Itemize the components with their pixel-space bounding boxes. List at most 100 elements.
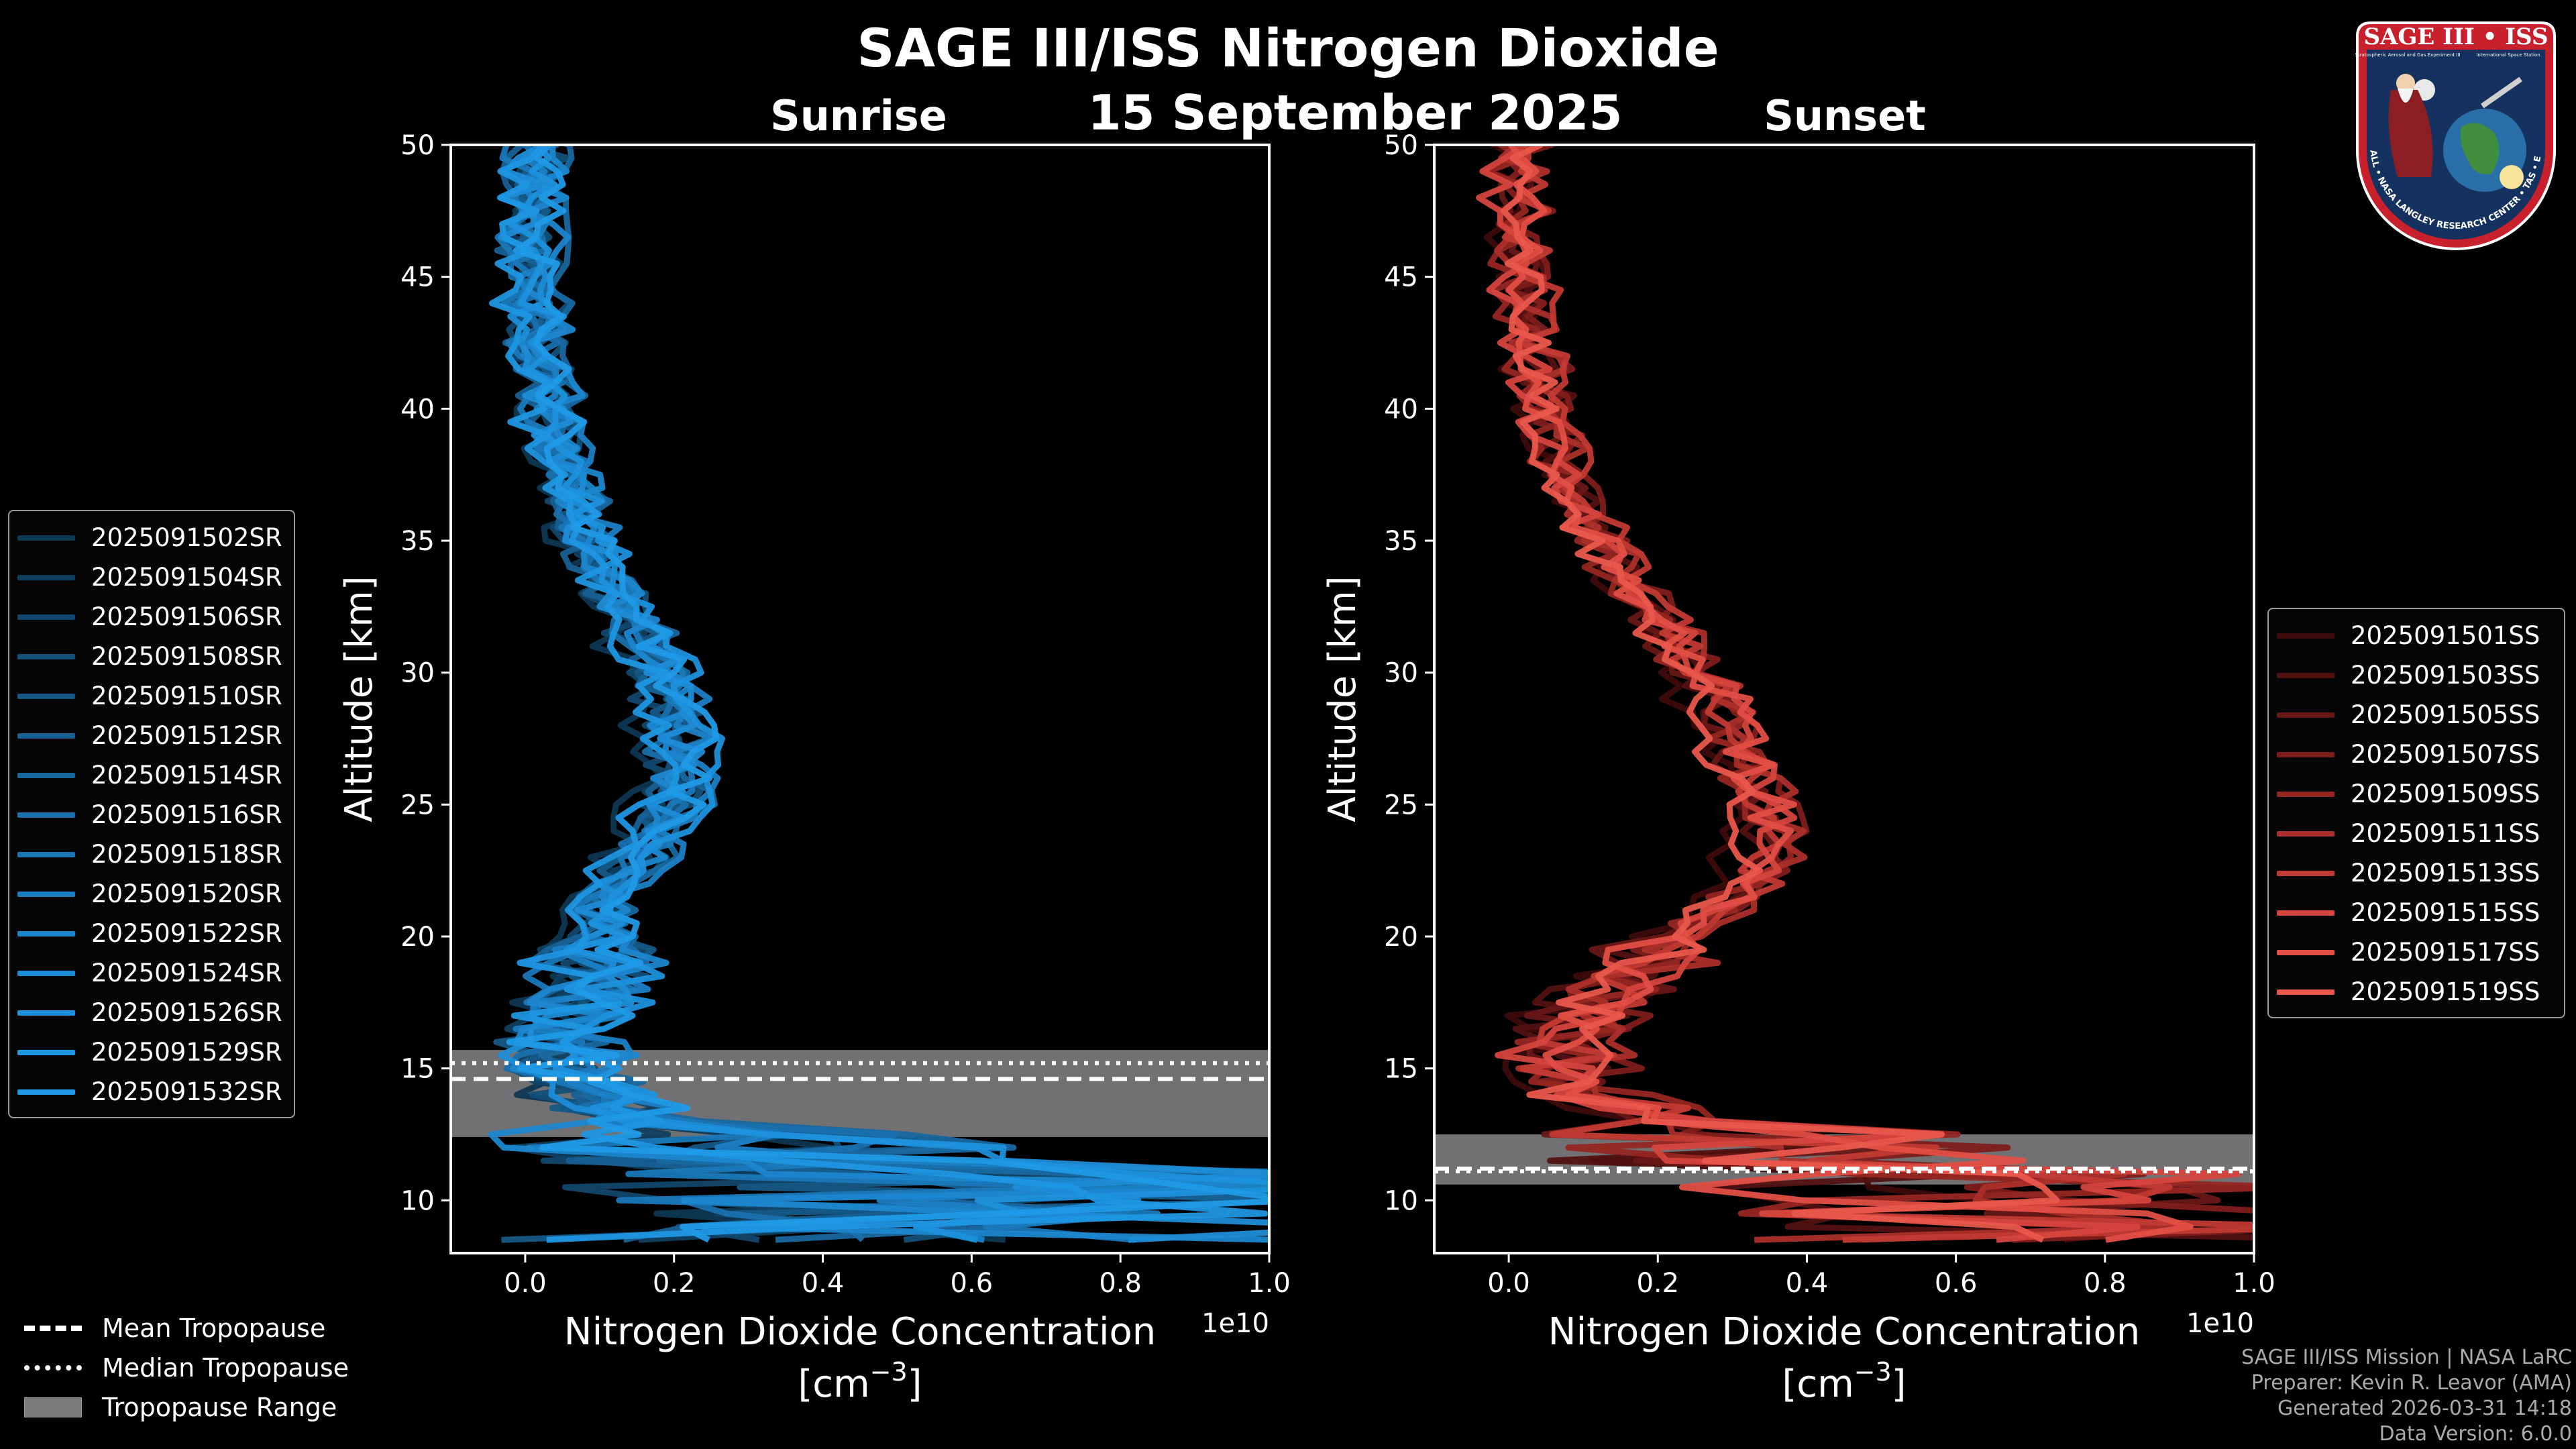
y-tick-label: 25: [1384, 790, 1418, 820]
legend-swatch: [2277, 791, 2334, 797]
sunrise-legend-item: 2025091529SR: [17, 1032, 283, 1072]
legend-label: 2025091506SR: [91, 602, 282, 631]
profile-line-2025091519SS: [1500, 145, 2060, 1243]
y-tick-label: 45: [1384, 262, 1418, 293]
sunrise-legend-item: 2025091508SR: [17, 637, 283, 676]
sunrise-legend-item: 2025091524SR: [17, 953, 283, 993]
legend-swatch: [17, 733, 75, 739]
y-tick-label: 15: [400, 1054, 435, 1085]
legend-swatch: [2277, 949, 2334, 955]
legend-label: 2025091509SS: [2351, 780, 2540, 808]
credits-generated: Generated 2026-03-31 14:18: [2277, 1397, 2572, 1420]
legend-swatch: [17, 614, 75, 620]
legend-swatch: [17, 535, 75, 541]
legend-label: 2025091504SR: [91, 563, 282, 592]
legend-label: 2025091532SR: [91, 1077, 282, 1106]
x-units-open: [cm: [798, 1362, 869, 1406]
median-tropopause-entry: Median Tropopause: [24, 1348, 349, 1387]
credits-block: SAGE III/ISS Mission | NASA LaRC Prepare…: [2241, 1345, 2572, 1447]
profile-line-2025091513SS: [1501, 145, 2254, 1243]
x-units-open: [cm: [1782, 1362, 1854, 1406]
profile-line-2025091507SS: [1501, 145, 2254, 1243]
sunrise-legend-item: 2025091518SR: [17, 835, 283, 874]
sunrise-legend-item: 2025091532SR: [17, 1072, 283, 1112]
mean-tropopause-label: Mean Tropopause: [102, 1313, 326, 1343]
sunset-legend-item: 2025091519SS: [2277, 972, 2553, 1012]
legend-swatch: [17, 574, 75, 580]
legend-swatch: [17, 970, 75, 976]
legend-label: 2025091501SS: [2351, 621, 2540, 650]
y-tick-label: 40: [400, 394, 435, 425]
sunrise-panel: 10 15 20 25 30 35 40 45 50 0.0 0.2 0.4 0.6 0.8 1.0 1e10…: [337, 130, 1291, 1406]
y-tick-label: 35: [400, 526, 435, 557]
x-tick-label: 0.2: [1636, 1268, 1679, 1299]
legend-label: 2025091515SS: [2351, 898, 2540, 927]
x-tick-label: 0.0: [504, 1268, 547, 1299]
sunrise-legend-item: 2025091514SR: [17, 755, 283, 795]
legend-swatch: [2277, 633, 2334, 639]
sunrise-legend-item: 2025091520SR: [17, 874, 283, 914]
legend-swatch: [17, 1049, 75, 1055]
x-tick-label: 0.6: [951, 1268, 994, 1299]
profile-lines: [1476, 145, 2254, 1243]
x-units-close: ]: [908, 1362, 922, 1406]
x-offset-label: 1e10: [2186, 1308, 2254, 1339]
x-units-close: ]: [1892, 1362, 1907, 1406]
tropopause-legend: Mean Tropopause Median Tropopause Tropop…: [24, 1308, 349, 1427]
y-tick-label: 45: [400, 262, 435, 293]
legend-swatch: [2277, 830, 2334, 837]
legend-label: 2025091513SS: [2351, 859, 2540, 888]
x-tick-label: 0.4: [802, 1268, 845, 1299]
plot-frame: [1433, 144, 2255, 1254]
sunrise-legend-item: 2025091504SR: [17, 557, 283, 597]
sunset-legend-item: 2025091513SS: [2277, 853, 2553, 893]
legend-swatch: [2277, 989, 2334, 995]
sunrise-legend-item: 2025091502SR: [17, 518, 283, 557]
median-tropopause-label: Median Tropopause: [102, 1352, 349, 1383]
legend-swatch: [17, 772, 75, 778]
logo-subtitle-left: Stratospheric Aerosol and Gas Experiment…: [2355, 52, 2460, 58]
x-units-exponent: −3: [1854, 1357, 1892, 1387]
legend-label: 2025091522SR: [91, 919, 282, 948]
sunset-legend-item: 2025091503SS: [2277, 655, 2553, 695]
y-axis-label: Altitude [km]: [337, 576, 381, 822]
x-tick-label: 0.6: [1935, 1268, 1978, 1299]
range-box-swatch: [24, 1397, 82, 1417]
x-axis-label: Nitrogen Dioxide Concentration: [1548, 1310, 2141, 1354]
sunset-legend: 2025091501SS 2025091503SS 2025091505SS 2025…: [2267, 608, 2565, 1018]
continent-shape: [2460, 123, 2500, 174]
y-tick-label: 35: [1384, 526, 1418, 557]
legend-label: 2025091517SS: [2351, 938, 2540, 967]
profile-line-2025091503SS: [1496, 145, 2254, 1241]
plot-frame: [449, 144, 1271, 1254]
profile-line-2025091532SR: [506, 145, 1269, 1243]
iss-icon: [2481, 76, 2522, 109]
legend-swatch: [17, 1089, 75, 1095]
sunset-legend-item: 2025091505SS: [2277, 695, 2553, 735]
x-tick-label: 0.4: [1786, 1268, 1829, 1299]
legend-swatch: [2277, 712, 2334, 718]
y-tick-label: 25: [400, 790, 435, 820]
legend-label: 2025091519SS: [2351, 977, 2540, 1006]
legend-label: 2025091505SS: [2351, 700, 2540, 729]
legend-label: 2025091516SR: [91, 800, 282, 829]
y-tick-label: 15: [1384, 1054, 1418, 1085]
profile-line-2025091529SR: [488, 145, 1269, 1243]
legend-swatch: [2277, 910, 2334, 916]
sunset-legend-item: 2025091515SS: [2277, 893, 2553, 932]
y-tick-label: 40: [1384, 394, 1418, 425]
legend-swatch: [17, 653, 75, 659]
sunrise-legend-item: 2025091522SR: [17, 914, 283, 953]
legend-swatch: [2277, 672, 2334, 678]
x-tick-label: 0.0: [1487, 1268, 1530, 1299]
y-tick-label: 20: [400, 922, 435, 953]
dotted-line-swatch: [24, 1364, 82, 1371]
sunset-legend-item: 2025091511SS: [2277, 814, 2553, 853]
legend-label: 2025091512SR: [91, 721, 282, 750]
legend-label: 2025091529SR: [91, 1038, 282, 1067]
x-tick-label: 1.0: [2233, 1268, 2275, 1299]
x-units-exponent: −3: [870, 1357, 908, 1387]
credits-preparer: Preparer: Kevin R. Leavor (AMA): [2251, 1371, 2572, 1395]
